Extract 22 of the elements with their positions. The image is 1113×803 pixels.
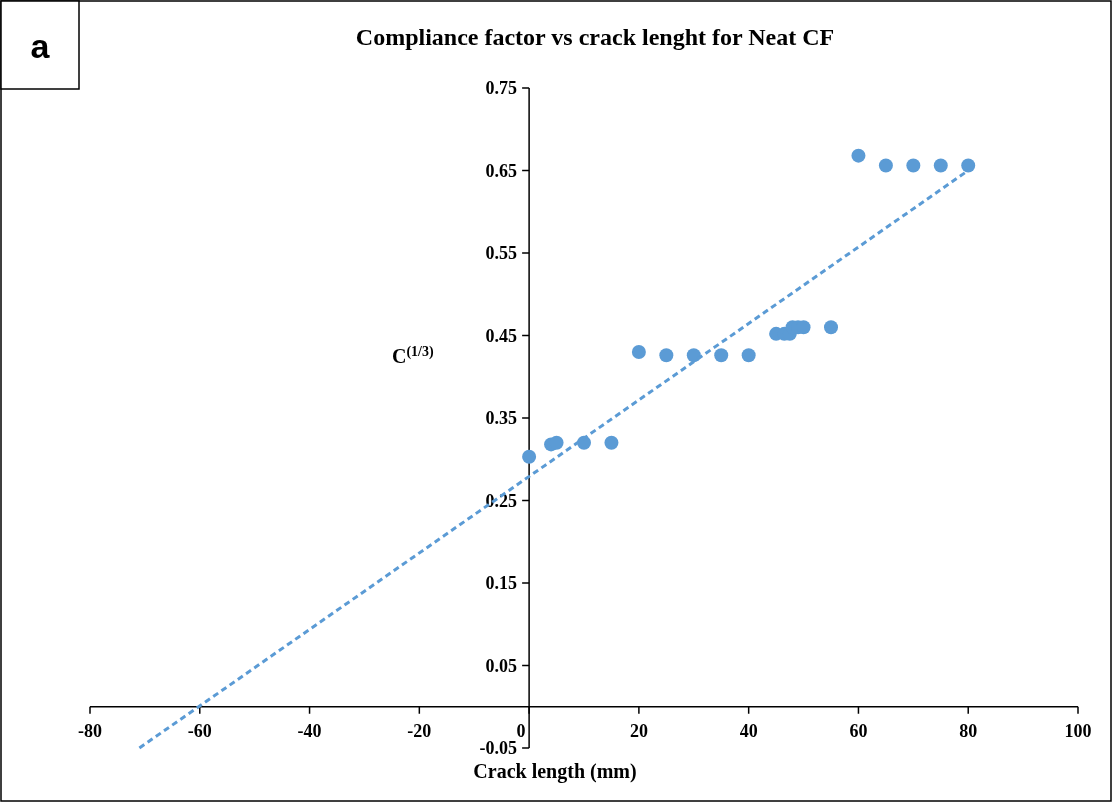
x-axis-title: Crack length (mm)	[473, 760, 637, 783]
y-tick-label: 0.05	[485, 655, 518, 676]
x-tick-label: 80	[959, 720, 978, 741]
y-tick-label: 0.15	[485, 573, 518, 593]
y-tick-label: 0.65	[485, 160, 518, 181]
y-tick-label: 0.35	[485, 408, 518, 428]
y-tick-label: 0.75	[485, 78, 518, 98]
x-tick-label: -20	[407, 720, 432, 741]
y-axis-title: C$^{(1/3)}$	[392, 343, 434, 367]
x-tick-label: 20	[629, 720, 648, 741]
text: a	[30, 27, 51, 65]
x-tick-label: 100	[1064, 720, 1092, 741]
x-tick-label: -80	[78, 720, 102, 741]
y-tick-label: -0.05	[479, 738, 518, 758]
x-tick-label: -60	[187, 720, 212, 741]
x-tick-label: -40	[297, 720, 322, 741]
x-tick-label: 0	[516, 720, 526, 741]
x-tick-label: 60	[849, 720, 868, 741]
x-tick-label: 40	[739, 720, 758, 741]
chart-title: Compliance factor vs crack lenght for Neat CF	[355, 24, 835, 50]
y-tick-label: 0.55	[485, 243, 518, 263]
y-tick-label: 0.45	[485, 325, 518, 346]
